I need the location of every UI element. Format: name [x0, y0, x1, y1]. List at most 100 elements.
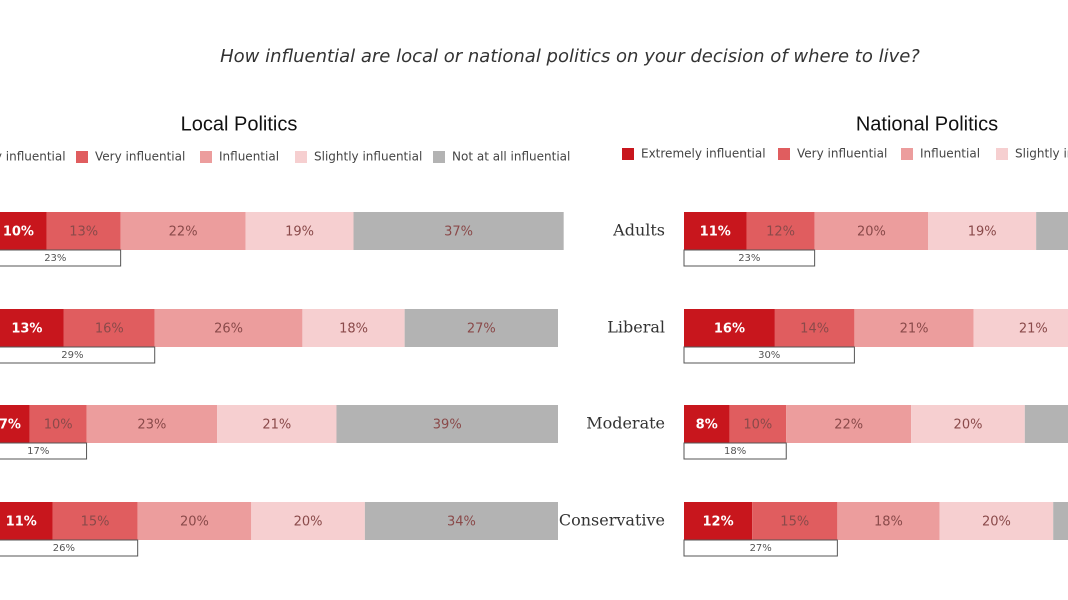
value-label: 12%: [703, 515, 734, 530]
bar-segment: [746, 212, 815, 250]
value-label: 21%: [1019, 322, 1048, 337]
value-label: 20%: [982, 515, 1011, 530]
legend-label: Influential: [219, 150, 279, 164]
bar-segment: [0, 405, 30, 443]
legend-swatch: [778, 148, 790, 160]
value-label: 10%: [743, 418, 772, 433]
legend-label: Extremely influential: [0, 150, 66, 164]
combined-label: 17%: [27, 446, 49, 457]
bar-segment: [684, 309, 775, 347]
combined-label: 27%: [750, 543, 772, 554]
value-label: 14%: [800, 322, 829, 337]
legend-label: Extremely influential: [641, 147, 766, 161]
value-label: 10%: [44, 418, 73, 433]
legend-label: Very influential: [95, 150, 185, 164]
bar-segment: [1024, 405, 1068, 443]
bar-segment: [911, 405, 1025, 443]
value-label: 20%: [294, 515, 323, 530]
legend-swatch: [295, 151, 307, 163]
value-label: 18%: [874, 515, 903, 530]
value-label: 20%: [954, 418, 983, 433]
bar-segment: [973, 309, 1068, 347]
value-label: 22%: [169, 225, 198, 240]
combined-box: [683, 539, 838, 557]
legend-label: Very influential: [797, 147, 887, 161]
bar-segment: [404, 309, 558, 347]
value-label: 16%: [714, 322, 745, 337]
combined-box: [0, 539, 139, 557]
combined-box: [683, 249, 816, 267]
value-label: 22%: [834, 418, 863, 433]
bar-segment: [302, 309, 405, 347]
bar-segment: [86, 405, 218, 443]
bar-segment: [939, 502, 1054, 540]
combined-box: [683, 442, 787, 460]
bar-segment: [353, 212, 564, 250]
bar-segment: [752, 502, 838, 540]
bar-segment: [1036, 212, 1068, 250]
legend-swatch: [200, 151, 212, 163]
bar-segment: [245, 212, 354, 250]
value-label: 34%: [447, 515, 476, 530]
legend-label: Slightly influential: [314, 150, 422, 164]
value-label: 23%: [137, 418, 166, 433]
legend-label: Influential: [920, 147, 980, 161]
bar-segment: [854, 309, 974, 347]
value-label: 26%: [214, 322, 243, 337]
bar-segment: [774, 309, 855, 347]
legend-swatch: [996, 148, 1008, 160]
combined-label: 18%: [724, 446, 746, 457]
combined-box: [0, 346, 156, 364]
bar-segment: [786, 405, 912, 443]
category-label: Adults: [612, 221, 665, 240]
bar-segment: [684, 502, 753, 540]
bar-segment: [29, 405, 87, 443]
legend-swatch: [433, 151, 445, 163]
combined-box: [0, 249, 122, 267]
bar-segment: [729, 405, 787, 443]
value-label: 21%: [900, 322, 929, 337]
page-title: How influential are local or national po…: [220, 46, 920, 67]
value-label: 13%: [69, 225, 98, 240]
value-label: 7%: [0, 418, 21, 433]
value-label: 8%: [696, 418, 718, 433]
legend-label: Not at all influential: [452, 150, 570, 164]
bar-segment: [336, 405, 558, 443]
legend-swatch: [901, 148, 913, 160]
bar-segment: [0, 502, 53, 540]
value-label: 16%: [95, 322, 124, 337]
bar-segment: [120, 212, 246, 250]
bar-segment: [217, 405, 337, 443]
category-label: Moderate: [586, 414, 665, 433]
bar-segment: [364, 502, 558, 540]
value-label: 19%: [285, 225, 314, 240]
value-label: 20%: [180, 515, 209, 530]
combined-box: [683, 346, 855, 364]
value-label: 11%: [6, 515, 37, 530]
combined-label: 30%: [758, 350, 780, 361]
value-label: 15%: [780, 515, 809, 530]
combined-label: 26%: [53, 543, 75, 554]
legend-swatch: [76, 151, 88, 163]
value-label: 12%: [766, 225, 795, 240]
chart-title: Local Politics: [181, 113, 298, 135]
bar-segment: [137, 502, 252, 540]
value-label: 27%: [467, 322, 496, 337]
legend-swatch: [622, 148, 634, 160]
bar-segment: [46, 212, 121, 250]
bar-segment: [0, 309, 64, 347]
bar-segment: [1053, 502, 1068, 540]
bar-segment: [251, 502, 365, 540]
bar-segment: [52, 502, 138, 540]
value-label: 39%: [433, 418, 462, 433]
value-label: 21%: [262, 418, 291, 433]
value-label: 13%: [11, 322, 42, 337]
category-label: Liberal: [607, 318, 665, 337]
combined-label: 23%: [44, 253, 66, 264]
value-label: 19%: [968, 225, 997, 240]
value-label: 10%: [3, 225, 34, 240]
value-label: 18%: [339, 322, 368, 337]
value-label: 11%: [700, 225, 731, 240]
bar-segment: [684, 212, 747, 250]
